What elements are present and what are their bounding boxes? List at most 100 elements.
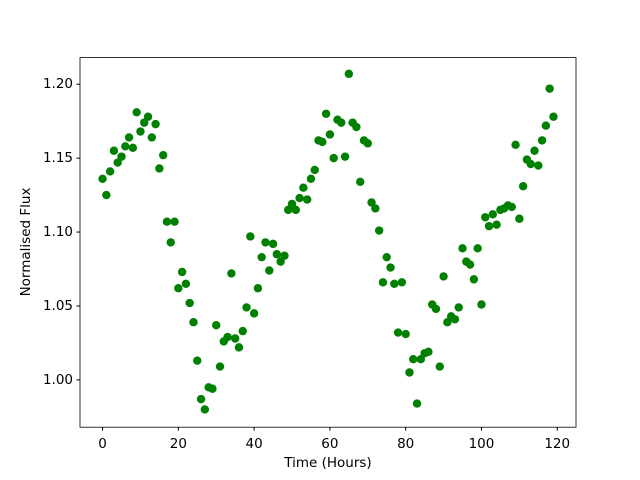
point: [371, 204, 380, 213]
point: [541, 121, 551, 130]
point: [318, 137, 327, 147]
point: [382, 252, 391, 262]
point: [390, 279, 399, 288]
point: [306, 174, 316, 184]
point: [356, 177, 365, 186]
point: [386, 263, 395, 272]
point: [185, 298, 194, 308]
y-tick-label: 1.00: [43, 372, 73, 388]
point: [98, 174, 107, 184]
point: [530, 146, 539, 155]
point: [128, 143, 138, 152]
point: [268, 239, 278, 249]
point: [484, 221, 494, 231]
point: [132, 108, 141, 117]
point: [526, 159, 535, 169]
point: [155, 164, 164, 173]
point: [151, 119, 160, 129]
point: [450, 315, 460, 324]
point: [280, 251, 289, 260]
point: [378, 278, 388, 287]
point: [424, 347, 433, 357]
point: [511, 140, 520, 150]
point: [488, 210, 498, 219]
x-tick-label: 0: [98, 436, 107, 452]
point: [325, 130, 335, 139]
point: [208, 384, 217, 393]
point: [469, 275, 479, 284]
y-tick-label: 1.05: [43, 298, 73, 314]
point: [549, 112, 558, 121]
point: [465, 260, 475, 269]
point: [177, 267, 187, 277]
point: [158, 150, 168, 160]
point: [534, 161, 543, 170]
point: [352, 122, 361, 132]
point: [200, 405, 210, 414]
point: [143, 112, 153, 121]
point: [310, 165, 319, 175]
point: [109, 146, 119, 155]
x-tick-label: 60: [321, 436, 338, 452]
point: [537, 136, 547, 145]
point: [473, 244, 482, 253]
plot-frame: [79, 57, 577, 428]
point: [215, 362, 225, 371]
point: [401, 329, 410, 339]
point: [397, 278, 407, 287]
point: [412, 399, 422, 408]
point: [458, 244, 467, 253]
point: [374, 226, 384, 235]
x-axis-label: Time (Hours): [283, 455, 371, 471]
point: [147, 133, 157, 142]
x-tick-label: 40: [246, 436, 263, 452]
point: [363, 139, 372, 148]
point: [507, 202, 516, 212]
x-tick-label: 120: [544, 436, 570, 452]
point: [431, 304, 441, 314]
point: [196, 394, 206, 404]
point: [136, 127, 145, 136]
point: [265, 266, 274, 275]
point: [321, 109, 331, 118]
point: [102, 190, 111, 200]
point: [344, 69, 354, 79]
point: [492, 220, 501, 229]
point: [124, 133, 134, 142]
point: [481, 213, 490, 222]
point: [302, 195, 312, 204]
point: [181, 279, 191, 288]
point: [212, 320, 221, 330]
point: [166, 238, 175, 247]
point: [230, 334, 240, 343]
x-tick-label: 100: [469, 436, 495, 452]
point: [439, 272, 448, 281]
point: [337, 118, 346, 127]
point: [249, 309, 259, 318]
point: [238, 326, 247, 336]
point: [105, 167, 115, 176]
y-axis-label: Normalised Flux: [18, 188, 34, 297]
point: [117, 152, 126, 161]
point: [477, 300, 486, 309]
x-tick-label: 80: [397, 436, 414, 452]
point: [454, 303, 463, 312]
y-tick-label: 1.10: [43, 224, 73, 240]
point: [174, 284, 183, 293]
point: [299, 183, 308, 192]
point: [329, 153, 338, 163]
point: [405, 368, 414, 377]
point: [234, 343, 244, 352]
point: [435, 362, 444, 371]
point: [253, 284, 263, 293]
x-tick-label: 20: [170, 436, 187, 452]
point: [272, 250, 282, 259]
point: [295, 193, 304, 203]
y-tick-label: 1.20: [43, 76, 73, 92]
point: [121, 142, 130, 151]
point: [261, 238, 270, 247]
point: [545, 84, 554, 93]
point: [409, 354, 418, 364]
y-tick-label: 1.15: [43, 150, 73, 166]
